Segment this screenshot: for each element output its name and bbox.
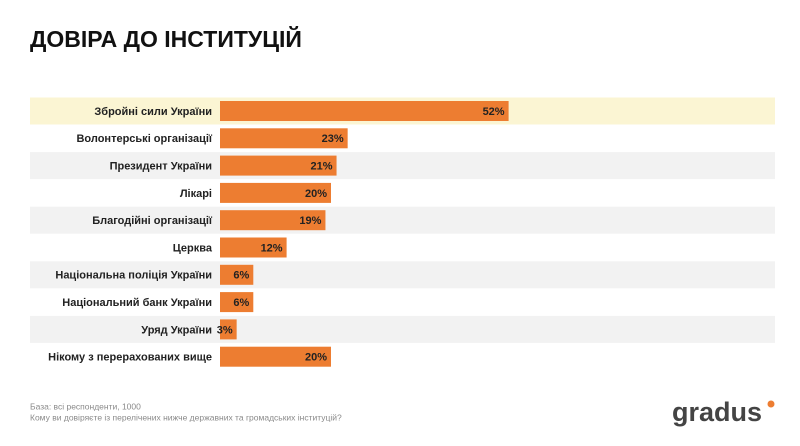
value-label: 52% bbox=[483, 106, 505, 118]
category-label: Нікому з перерахованих вище bbox=[48, 352, 212, 364]
category-label: Президент України bbox=[110, 161, 212, 173]
row-background bbox=[30, 234, 775, 261]
category-label: Національна поліція України bbox=[55, 270, 212, 282]
bar bbox=[220, 101, 509, 121]
category-label: Лікарі bbox=[180, 188, 212, 200]
category-label: Національний банк України bbox=[62, 297, 212, 309]
category-label: Церква bbox=[173, 242, 213, 254]
row-background bbox=[30, 261, 775, 289]
bar bbox=[220, 210, 326, 231]
bar bbox=[220, 292, 254, 313]
row-background bbox=[30, 179, 775, 207]
footnote: Кому ви довіряєте із перелічених нижче д… bbox=[30, 412, 342, 422]
bar bbox=[220, 155, 337, 176]
row-background bbox=[30, 152, 775, 180]
footnote: База: всі респонденти, 1000 bbox=[30, 401, 141, 411]
value-label: 3% bbox=[217, 324, 233, 336]
value-label: 23% bbox=[322, 133, 344, 145]
category-label: Збройні сили України bbox=[94, 106, 212, 118]
value-label: 19% bbox=[299, 215, 321, 227]
category-label: Благодійні організації bbox=[92, 215, 213, 227]
row-background bbox=[30, 315, 775, 343]
value-label: 21% bbox=[311, 161, 333, 173]
bar bbox=[220, 128, 348, 149]
value-label: 6% bbox=[233, 270, 249, 282]
value-label: 20% bbox=[305, 188, 327, 200]
value-label: 12% bbox=[261, 242, 283, 254]
logo-dot bbox=[767, 400, 775, 408]
logo: gradus bbox=[672, 397, 762, 427]
value-label: 20% bbox=[305, 352, 327, 364]
row-background bbox=[30, 288, 775, 316]
chart-title: ДОВІРА ДО ІНСТИТУЦІЙ bbox=[30, 25, 302, 52]
bar bbox=[220, 237, 287, 258]
bar bbox=[220, 319, 237, 340]
row-background bbox=[30, 206, 775, 234]
bar bbox=[220, 346, 331, 367]
category-label: Уряд України bbox=[141, 324, 212, 336]
value-label: 6% bbox=[233, 297, 249, 309]
bar bbox=[220, 182, 331, 203]
bar bbox=[220, 264, 254, 285]
row-background bbox=[30, 343, 775, 371]
row-background bbox=[30, 124, 775, 152]
category-label: Волонтерські організації bbox=[76, 133, 212, 145]
